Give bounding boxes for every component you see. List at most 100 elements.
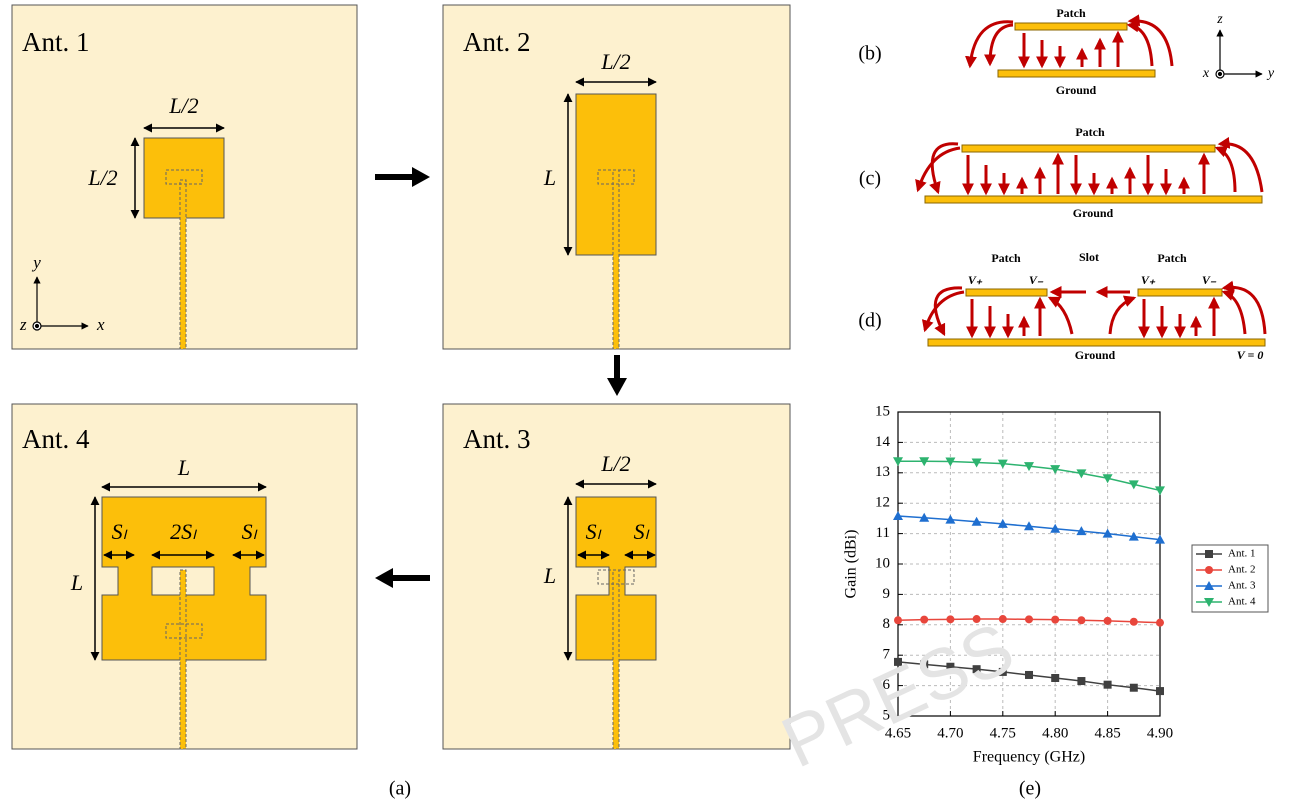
coord-label: z xyxy=(19,315,27,334)
field-arrow xyxy=(1224,292,1245,334)
coord-label: x xyxy=(1202,66,1210,81)
x-tick-label: 4.75 xyxy=(990,725,1016,741)
coord-label: x xyxy=(96,315,105,334)
patch-label: Patch xyxy=(1075,125,1105,139)
panel-label: (e) xyxy=(1019,778,1041,800)
potential-label: V₋ xyxy=(1029,273,1044,287)
field-arrow xyxy=(935,288,962,334)
ant-title: Ant. 3 xyxy=(463,424,531,454)
marker xyxy=(1077,677,1085,685)
marker xyxy=(1077,616,1085,624)
ground-label: Ground xyxy=(1056,83,1097,97)
marker xyxy=(1025,671,1033,679)
feed xyxy=(613,170,619,349)
marker xyxy=(946,615,954,623)
marker xyxy=(1156,687,1164,695)
figure: Ant. 1 Ant. 2 Ant. 3 Ant. 4 L/2 L/2 L/2 … xyxy=(0,0,1291,803)
y-tick-label: 8 xyxy=(883,616,891,632)
patch-label: Patch xyxy=(1157,251,1187,265)
patch xyxy=(962,145,1215,152)
patch-label: Patch xyxy=(991,251,1021,265)
marker xyxy=(1205,566,1213,574)
marker xyxy=(1104,681,1112,689)
field-arrow xyxy=(1050,298,1072,334)
coord-label: z xyxy=(1216,12,1223,27)
marker xyxy=(1205,550,1213,558)
x-tick-label: 4.80 xyxy=(1042,725,1068,741)
ground-label: Ground xyxy=(1075,348,1116,362)
dim-label: L/2 xyxy=(600,49,630,74)
ground xyxy=(925,196,1262,203)
y-tick-label: 9 xyxy=(883,586,891,602)
ant-title: Ant. 2 xyxy=(463,27,531,57)
y-tick-label: 14 xyxy=(875,434,891,450)
potential-label: V₊ xyxy=(1141,273,1156,287)
marker xyxy=(1130,684,1138,692)
x-tick-label: 4.85 xyxy=(1094,725,1120,741)
dim-label: Sₗ xyxy=(634,519,650,544)
dim-label: L xyxy=(70,570,83,595)
dim-label: 2Sₗ xyxy=(170,519,197,544)
field-arrow xyxy=(1220,144,1262,192)
dim-label: L/2 xyxy=(168,93,198,118)
potential-label: V₊ xyxy=(968,273,983,287)
dim-label: L/2 xyxy=(87,165,117,190)
y-tick-label: 11 xyxy=(876,525,890,541)
marker xyxy=(1104,617,1112,625)
axis-dot xyxy=(36,325,39,328)
antenna-panels xyxy=(12,5,790,749)
y-axis-label: Gain (dBi) xyxy=(843,530,860,599)
marker xyxy=(920,616,928,624)
marker xyxy=(1156,619,1164,627)
x-tick-label: 4.90 xyxy=(1147,725,1173,741)
patch xyxy=(1015,23,1127,30)
field-arrow xyxy=(1129,25,1152,66)
potential-label: V₋ xyxy=(1202,273,1217,287)
dim-label: L/2 xyxy=(600,451,630,476)
feed xyxy=(180,570,186,749)
marker xyxy=(1051,674,1059,682)
patch-label: Patch xyxy=(1056,6,1086,20)
ground xyxy=(928,339,1265,346)
panel-label: (c) xyxy=(859,168,881,190)
legend-label: Ant. 2 xyxy=(1228,564,1256,576)
slot-label: Slot xyxy=(1079,250,1099,264)
dim-label: L xyxy=(177,455,190,480)
legend-label: Ant. 4 xyxy=(1228,596,1256,608)
marker xyxy=(1051,616,1059,624)
panel-label: (b) xyxy=(858,43,881,65)
flow-arrow-head xyxy=(607,378,627,396)
field-arrow xyxy=(918,148,960,190)
field-arrow xyxy=(925,292,964,330)
axis-dot xyxy=(1219,73,1222,76)
potential-label: V = 0 xyxy=(1237,348,1264,362)
feed xyxy=(613,570,619,749)
panel-label: (a) xyxy=(389,778,411,800)
feed xyxy=(180,180,186,349)
x-axis-label: Frequency (GHz) xyxy=(973,749,1085,766)
legend-label: Ant. 3 xyxy=(1228,580,1256,592)
marker xyxy=(1130,618,1138,626)
ground-label: Ground xyxy=(1073,206,1114,220)
marker xyxy=(1025,615,1033,623)
x-tick-label: 4.70 xyxy=(937,725,963,741)
coord-label: y xyxy=(1266,66,1275,81)
patch xyxy=(966,289,1047,296)
field-arrow xyxy=(990,25,1013,64)
ant-title: Ant. 1 xyxy=(22,27,90,57)
panel-label: (d) xyxy=(858,310,881,332)
y-tick-label: 12 xyxy=(875,495,890,511)
marker xyxy=(894,616,902,624)
dim-label: Sₗ xyxy=(242,519,258,544)
ant-title: Ant. 4 xyxy=(22,424,90,454)
ground xyxy=(998,70,1155,77)
marker xyxy=(999,615,1007,623)
flow-arrow-head xyxy=(375,568,393,588)
patch xyxy=(1138,289,1222,296)
dim-label: L xyxy=(543,165,556,190)
y-tick-label: 10 xyxy=(875,555,890,571)
coord-label: y xyxy=(31,253,41,272)
dim-label: Sₗ xyxy=(112,519,128,544)
flow-arrow-head xyxy=(412,167,430,187)
y-tick-label: 15 xyxy=(875,403,890,419)
